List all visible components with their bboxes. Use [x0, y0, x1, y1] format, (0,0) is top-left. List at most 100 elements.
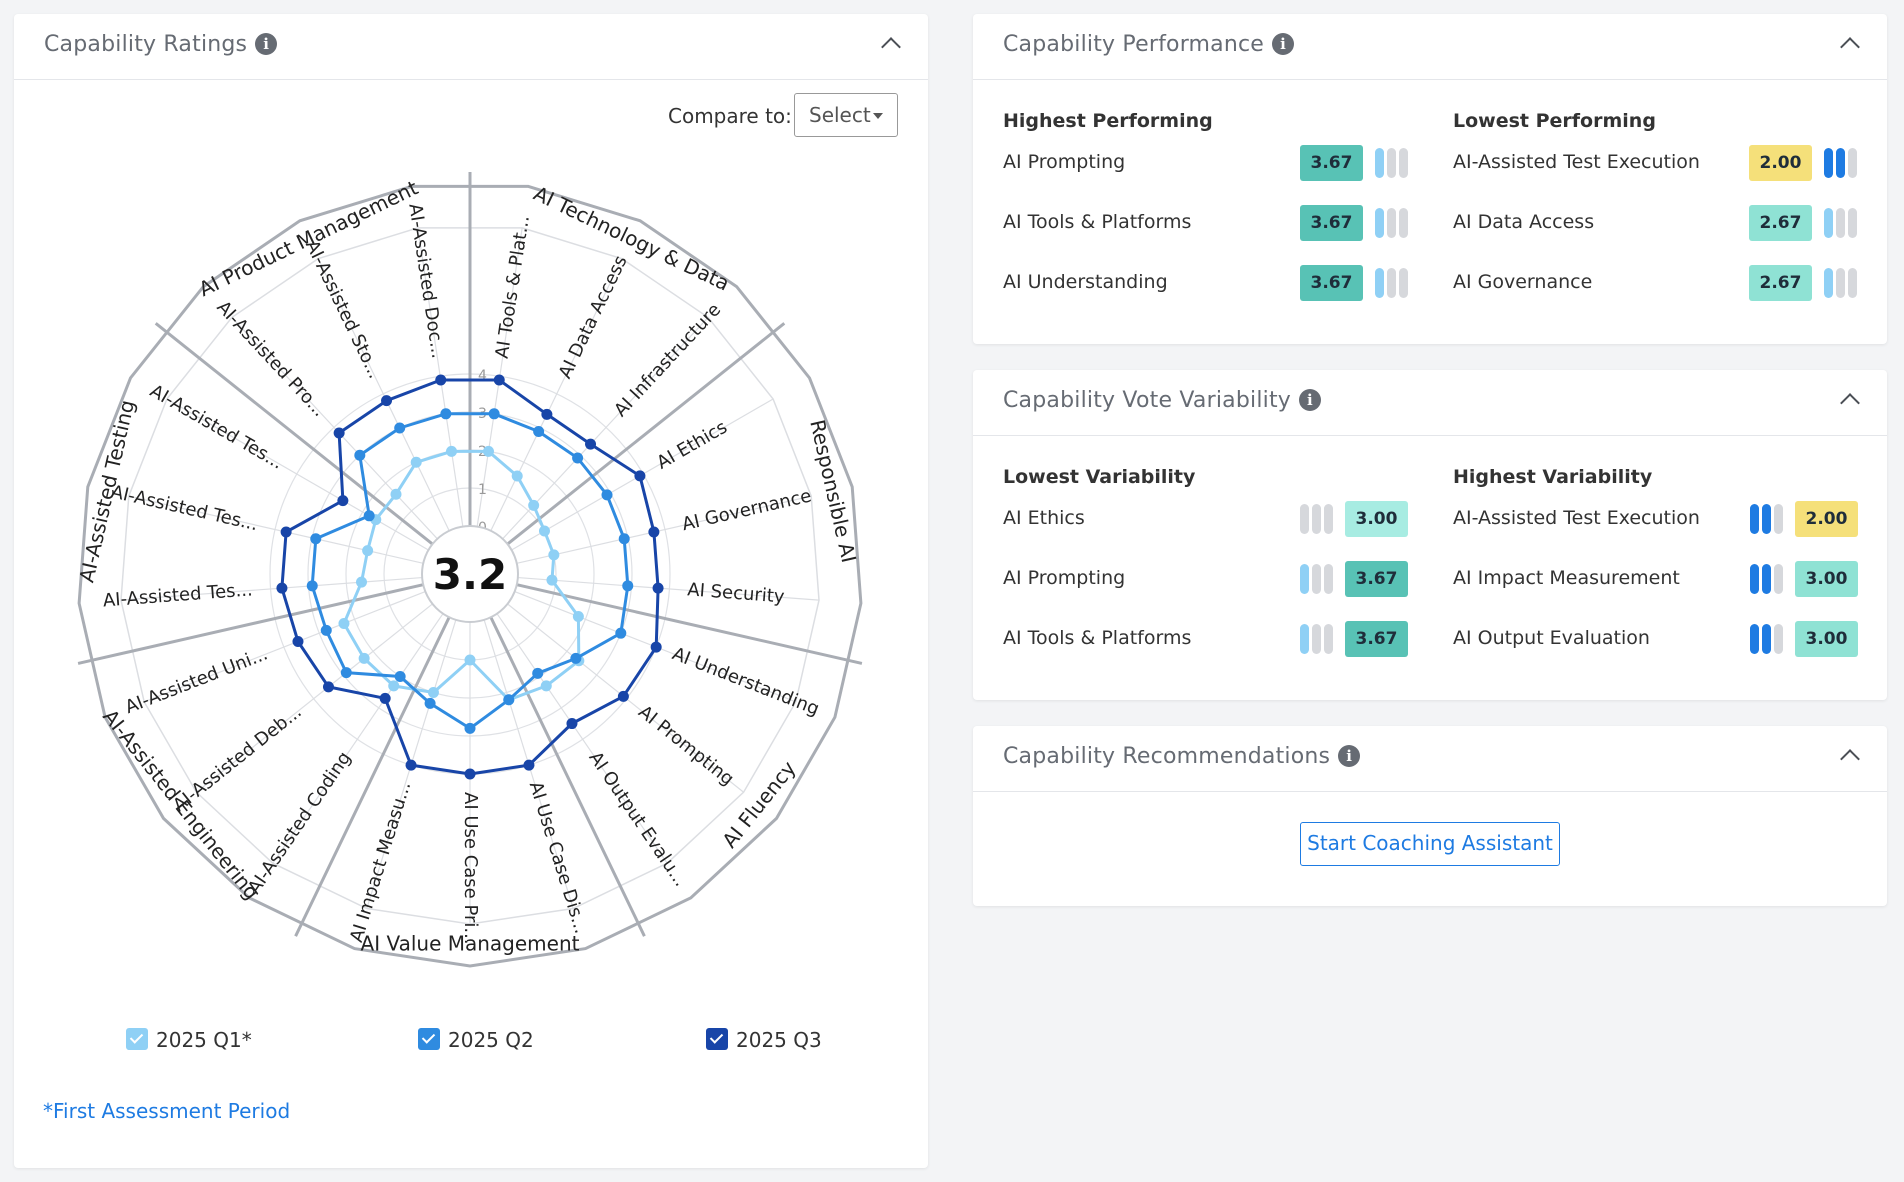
- grid-spoke: [195, 603, 433, 793]
- bar-segment: [1300, 564, 1309, 594]
- bar-segment: [1762, 564, 1771, 594]
- bar-segment: [1375, 148, 1384, 178]
- grid-spoke: [517, 576, 820, 601]
- series-point: [362, 545, 374, 557]
- series-point: [572, 611, 584, 623]
- info-icon[interactable]: i: [1299, 389, 1321, 411]
- bar-segment: [1824, 268, 1833, 298]
- series-point: [280, 526, 292, 538]
- series-point: [381, 395, 393, 407]
- card-title: Capability Ratings i: [44, 32, 278, 57]
- series-point: [440, 408, 452, 420]
- chevron-up-icon[interactable]: [1840, 393, 1860, 413]
- highest-variability-title: Highest Variability: [1453, 466, 1653, 488]
- score-badge: 2.00: [1795, 501, 1858, 537]
- series-point: [652, 582, 664, 594]
- checkbox-icon[interactable]: [418, 1028, 440, 1050]
- info-icon[interactable]: i: [255, 33, 278, 55]
- variability-bars-icon: [1300, 504, 1334, 534]
- series-point: [532, 667, 544, 679]
- compare-select[interactable]: Select: [794, 93, 898, 137]
- category-label: AI-Assisted Uni...: [122, 643, 270, 718]
- series-point: [320, 624, 332, 636]
- legend-item-q1[interactable]: 2025 Q1*: [126, 1028, 252, 1052]
- score-badge: 3.67: [1300, 205, 1363, 241]
- capability-name: AI-Assisted Test Execution: [1453, 151, 1700, 173]
- radial-tick-label: 4: [478, 368, 487, 384]
- variability-bars-icon: [1824, 208, 1858, 238]
- bar-segment: [1848, 148, 1857, 178]
- series-point: [388, 680, 400, 692]
- series-point: [363, 510, 375, 522]
- chevron-up-icon[interactable]: [1840, 37, 1860, 57]
- card-header: Capability Recommendations i: [973, 726, 1887, 792]
- series-point: [464, 654, 476, 666]
- info-icon[interactable]: i: [1338, 745, 1361, 767]
- grid-spoke: [496, 613, 668, 864]
- lowest-performing-title: Lowest Performing: [1453, 110, 1656, 132]
- bar-segment: [1399, 148, 1408, 178]
- bar-segment: [1375, 208, 1384, 238]
- checkbox-icon[interactable]: [706, 1028, 728, 1050]
- highest-performing-title: Highest Performing: [1003, 110, 1213, 132]
- score-badge: 3.67: [1345, 621, 1408, 657]
- series-point: [548, 549, 560, 561]
- series-point: [541, 408, 553, 420]
- bar-segment: [1300, 504, 1309, 534]
- radial-tick-label: 1: [478, 482, 487, 498]
- series-point: [482, 445, 494, 457]
- group-separator: [294, 616, 451, 937]
- bar-segment: [1762, 504, 1771, 534]
- category-label: AI Prompting: [634, 701, 738, 790]
- series-point: [337, 495, 349, 507]
- series-point: [379, 692, 391, 704]
- score-badge: 3.67: [1345, 561, 1408, 597]
- series-point: [538, 525, 550, 537]
- group-label: AI Technology & Data: [530, 181, 733, 295]
- bar-segment: [1774, 504, 1783, 534]
- series-point: [356, 576, 368, 588]
- lowest-variability-title: Lowest Variability: [1003, 466, 1196, 488]
- series-point: [394, 422, 406, 434]
- category-label: AI-Assisted Doc...: [404, 202, 448, 360]
- category-label: AI Ethics: [653, 417, 731, 474]
- series-point: [338, 617, 350, 629]
- variability-bars-icon: [1824, 268, 1858, 298]
- score-badge: 2.67: [1749, 205, 1812, 241]
- capability-name: AI Output Evaluation: [1453, 627, 1650, 649]
- group-label: AI Value Management: [361, 932, 580, 956]
- variability-bars-icon: [1750, 564, 1784, 594]
- series-point: [340, 667, 352, 679]
- capability-name: AI Understanding: [1003, 271, 1168, 293]
- checkbox-icon[interactable]: [126, 1028, 148, 1050]
- series-point: [540, 680, 552, 692]
- series-point: [528, 499, 540, 511]
- grid-spoke: [490, 258, 623, 532]
- category-label: AI Tools & Plat...: [492, 214, 534, 360]
- variability-bars-icon: [1824, 148, 1858, 178]
- bar-segment: [1324, 564, 1333, 594]
- capability-name: AI Prompting: [1003, 151, 1126, 173]
- info-icon[interactable]: i: [1272, 33, 1295, 55]
- chevron-up-icon[interactable]: [1840, 749, 1860, 769]
- capability-recommendations-card: Capability Recommendations i: [973, 726, 1887, 906]
- series-point: [601, 489, 613, 501]
- bar-segment: [1312, 504, 1321, 534]
- series-point: [354, 449, 366, 461]
- footnote: *First Assessment Period: [43, 1099, 291, 1123]
- series-point: [405, 759, 417, 771]
- series-point: [464, 768, 476, 780]
- capability-name: AI Tools & Platforms: [1003, 627, 1192, 649]
- start-coaching-assistant-button[interactable]: Start Coaching Assistant: [1300, 822, 1560, 866]
- variability-bars-icon: [1375, 148, 1409, 178]
- series-line: [280, 378, 660, 776]
- series-point: [427, 686, 439, 698]
- series-point: [493, 374, 505, 386]
- group-separator: [489, 616, 646, 937]
- score-badge: 3.67: [1300, 265, 1363, 301]
- legend-item-q2[interactable]: 2025 Q2: [418, 1028, 534, 1052]
- category-label: AI Infrastructure: [610, 299, 725, 421]
- bar-segment: [1836, 148, 1845, 178]
- card-header: Capability Ratings i: [14, 14, 928, 80]
- legend-item-q3[interactable]: 2025 Q3: [706, 1028, 822, 1052]
